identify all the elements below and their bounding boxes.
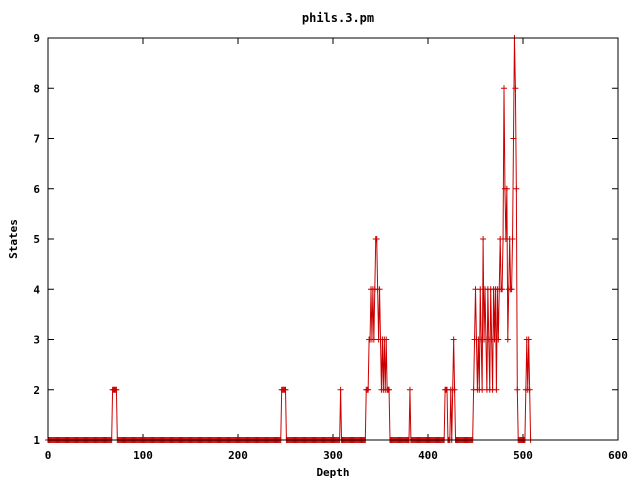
x-tick-label: 300: [323, 449, 343, 462]
x-tick-label: 500: [513, 449, 533, 462]
data-point-marker: [503, 185, 510, 192]
y-tick-label: 9: [33, 32, 40, 45]
data-point-marker: [501, 85, 507, 92]
data-point-marker: [450, 336, 457, 343]
data-point-marker: [386, 386, 393, 393]
data-point-marker: [509, 236, 516, 242]
x-tick-label: 400: [418, 449, 438, 462]
data-point-marker: [499, 286, 506, 293]
y-tick-label: 7: [33, 133, 40, 146]
data-point-marker: [493, 386, 500, 393]
data-point-marker: [525, 336, 532, 343]
data-point-marker: [513, 185, 520, 192]
y-tick-label: 1: [33, 434, 40, 447]
data-point-marker: [508, 286, 515, 293]
data-point-marker: [373, 236, 380, 242]
data-point-marker: [282, 386, 289, 393]
data-point-marker: [337, 386, 344, 393]
x-tick-label: 100: [133, 449, 153, 462]
data-point-marker: [526, 386, 533, 393]
data-point-marker: [406, 386, 413, 393]
data-point-marker: [512, 85, 519, 92]
data-point-marker: [495, 336, 502, 343]
data-point-marker: [376, 286, 383, 293]
y-axis-label: States: [7, 219, 20, 259]
series-line: [48, 37, 532, 441]
data-point-marker: [365, 386, 372, 393]
x-axis-label: Depth: [316, 466, 349, 479]
y-tick-label: 3: [33, 334, 40, 347]
x-tick-label: 0: [45, 449, 52, 462]
y-tick-label: 8: [33, 82, 40, 95]
data-point-marker: [514, 386, 521, 393]
x-tick-label: 600: [608, 449, 628, 462]
y-tick-label: 5: [33, 233, 40, 246]
data-point-marker: [504, 336, 511, 343]
data-point-marker: [480, 236, 487, 242]
data-point-marker: [113, 386, 120, 393]
plot-frame: [47, 37, 619, 441]
y-tick-label: 6: [33, 183, 40, 196]
y-tick-label: 2: [33, 384, 40, 397]
chart-title: phils.3.pm: [302, 11, 374, 25]
data-point-marker: [510, 135, 517, 142]
ticks-layer: 0 100 200 300 400 500 600 1 2 3 4 5 6 7 8 9: [33, 32, 628, 462]
data-point-marker: [383, 336, 390, 343]
y-tick-label: 4: [33, 283, 40, 296]
x-tick-label: 200: [228, 449, 248, 462]
data-point-marker: [451, 386, 458, 393]
